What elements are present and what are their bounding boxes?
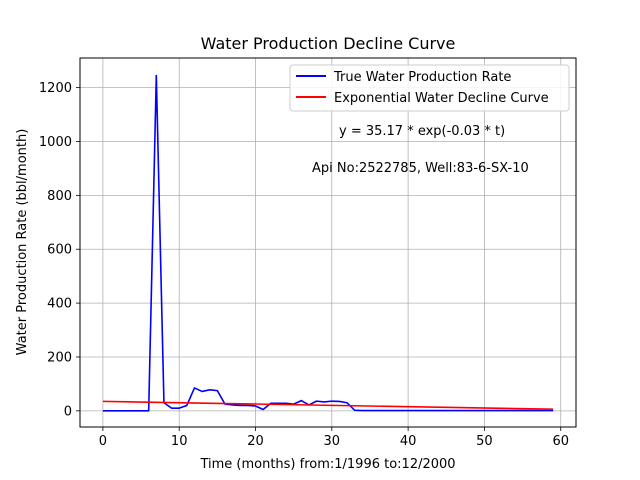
x-tick-label-10: 10	[171, 434, 188, 449]
x-tick-label-60: 60	[552, 434, 569, 449]
y-tick-label-600: 600	[47, 243, 72, 258]
exponential-decline-curve-line	[102, 400, 554, 411]
x-tick-label-40: 40	[400, 434, 417, 449]
legend: True Water Production Rate Exponential W…	[289, 64, 570, 112]
y-axis-label: Water Production Rate (bbl/month)	[15, 129, 30, 356]
x-tick-label-0: 0	[99, 434, 107, 449]
y-tick-label-1200: 1200	[39, 81, 72, 96]
y-tick-label-800: 800	[47, 189, 72, 204]
well-annotation: Api No:2522785, Well:83-6-SX-10	[312, 161, 529, 176]
chart-title: Water Production Decline Curve	[201, 34, 456, 53]
equation-annotation: y = 35.17 * exp(-0.03 * t)	[339, 124, 505, 139]
series-layer	[102, 74, 554, 412]
y-tick-label-200: 200	[47, 350, 72, 365]
x-tick-label-20: 20	[247, 434, 264, 449]
y-tick-label-400: 400	[47, 297, 72, 312]
legend-box	[289, 64, 570, 112]
true-water-production-rate-line	[102, 74, 554, 412]
y-tick-label-1000: 1000	[39, 135, 72, 150]
legend-entry-true-rate: True Water Production Rate	[333, 70, 511, 85]
x-axis-label: Time (months) from:1/1996 to:12/2000	[199, 457, 455, 472]
legend-entry-exponential-fit: Exponential Water Decline Curve	[334, 91, 549, 106]
y-tick-label-0: 0	[64, 404, 72, 419]
x-tick-label-50: 50	[476, 434, 493, 449]
plot-frame	[79, 57, 577, 428]
x-tick-label-30: 30	[324, 434, 341, 449]
